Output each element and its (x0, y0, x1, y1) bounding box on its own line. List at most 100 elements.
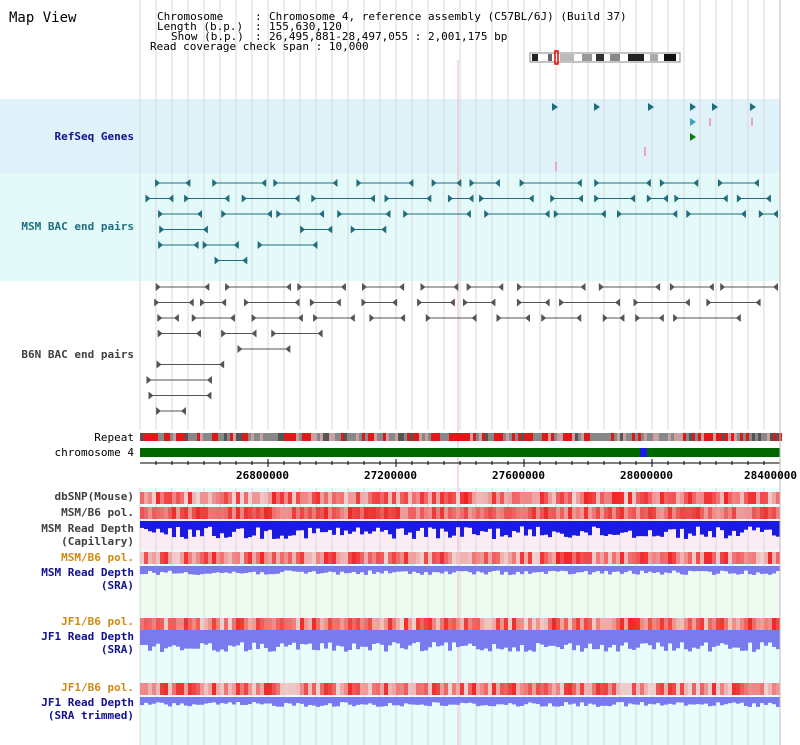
depth-bar (492, 697, 496, 707)
depth-bar (364, 566, 368, 575)
heat-cell (220, 683, 224, 695)
b6n-bac-pair-arrow (219, 360, 225, 369)
heat-cell (360, 507, 364, 519)
heat-cell (384, 683, 388, 695)
msm-bac-pair-arrow (145, 194, 151, 203)
depth-bar (636, 697, 640, 705)
heat-cell (600, 552, 604, 564)
heat-cell (760, 683, 764, 695)
depth-bar (568, 566, 572, 575)
heat-cell (448, 683, 452, 695)
repeat-segment (632, 433, 635, 441)
repeat-segment (563, 433, 566, 441)
heat-cell (396, 618, 400, 630)
depth-bar (680, 697, 684, 703)
track-label-dbsnp[interactable]: dbSNP(Mouse) (54, 490, 134, 503)
jf1-read-depth-trim-line-2: (SRA trimmed) (47, 709, 134, 722)
track-label-jf1-b6-pol-2[interactable]: JF1/B6 pol. (61, 681, 134, 694)
depth-bar (312, 630, 316, 650)
heat-cell (160, 552, 164, 564)
track-label-refseq[interactable]: RefSeq Genes (54, 130, 134, 143)
heat-cell (544, 507, 548, 519)
heat-cell (376, 683, 380, 695)
heat-cell (288, 618, 292, 630)
depth-bar (480, 566, 484, 573)
heat-cell (460, 492, 464, 504)
depth-bar (680, 566, 684, 575)
heat-cell (660, 492, 664, 504)
heat-cell (368, 683, 372, 695)
depth-bar (676, 630, 680, 649)
heat-cell (236, 618, 240, 630)
depth-bar (432, 630, 436, 643)
track-label-msm-read-depth-cap[interactable]: MSM Read Depth (Capillary) (41, 522, 134, 548)
chromosome-position-marker (640, 448, 647, 457)
depth-bar (528, 521, 532, 530)
heat-cell (552, 683, 556, 695)
depth-bar (696, 630, 700, 649)
heat-cell (720, 507, 724, 519)
heat-cell (288, 492, 292, 504)
depth-bar (172, 566, 176, 574)
refseq-track-bg-left (0, 99, 140, 173)
heat-cell (424, 618, 428, 630)
b6n-bac-pair-arrow (196, 329, 202, 338)
depth-bar (384, 566, 388, 571)
track-label-msm-b6-pol-1[interactable]: MSM/B6 pol. (61, 506, 134, 519)
track-label-msm-b6-pol-2[interactable]: MSM/B6 pol. (61, 551, 134, 564)
depth-bar (156, 630, 160, 644)
track-label-jf1-b6-pol-1[interactable]: JF1/B6 pol. (61, 615, 134, 628)
depth-bar (344, 697, 348, 703)
heat-cell (408, 618, 412, 630)
depth-bar (532, 697, 536, 704)
heat-cell (384, 618, 388, 630)
depth-bar (376, 630, 380, 644)
heat-cell (408, 552, 412, 564)
heat-cell (168, 683, 172, 695)
depth-bar (312, 521, 316, 534)
heat-cell (484, 507, 488, 519)
repeat-segment (320, 433, 323, 441)
msm-bac-pair-arrow (630, 194, 636, 203)
msm-bac-pair-arrow (553, 210, 559, 218)
depth-bar (740, 521, 744, 533)
heat-cell (244, 492, 248, 504)
depth-bar (408, 630, 412, 646)
depth-bar (764, 521, 768, 530)
track-label-jf1-read-depth-sra[interactable]: JF1 Read Depth (SRA) (41, 630, 134, 656)
heat-cell (260, 618, 264, 630)
repeat-segment (410, 433, 413, 441)
repeat-segment (581, 433, 584, 441)
depth-bar (500, 566, 504, 575)
depth-bar (172, 697, 176, 704)
track-label-msm-bac[interactable]: MSM BAC end pairs (21, 220, 134, 233)
depth-bar (220, 521, 224, 534)
depth-bar (644, 566, 648, 574)
depth-bar (164, 630, 168, 649)
depth-bar (500, 697, 504, 705)
track-label-jf1-read-depth-trim[interactable]: JF1 Read Depth (SRA trimmed) (41, 696, 134, 722)
heat-cell (752, 618, 756, 630)
track-label-b6n-bac[interactable]: B6N BAC end pairs (21, 348, 134, 361)
depth-bar (660, 697, 664, 706)
repeat-segment (296, 433, 299, 441)
depth-bar (492, 521, 496, 539)
depth-bar (468, 521, 472, 528)
depth-bar (488, 566, 492, 572)
depth-bar (276, 697, 280, 707)
heat-cell (524, 618, 528, 630)
repeat-segment (716, 433, 719, 441)
heat-cell (696, 507, 700, 519)
heat-cell (760, 552, 764, 564)
heat-cell (620, 552, 624, 564)
heat-cell (692, 552, 696, 564)
ideogram-outline (529, 52, 681, 63)
depth-bar (184, 630, 188, 649)
repeat-segment (734, 433, 737, 441)
heat-cell (644, 618, 648, 630)
track-label-msm-read-depth-sra[interactable]: MSM Read Depth (SRA) (41, 566, 134, 592)
msm-bac-pair-arrow (212, 179, 218, 187)
heat-cell (624, 492, 628, 504)
depth-bar (640, 697, 644, 703)
coverage-value: 10,000 (328, 40, 369, 53)
